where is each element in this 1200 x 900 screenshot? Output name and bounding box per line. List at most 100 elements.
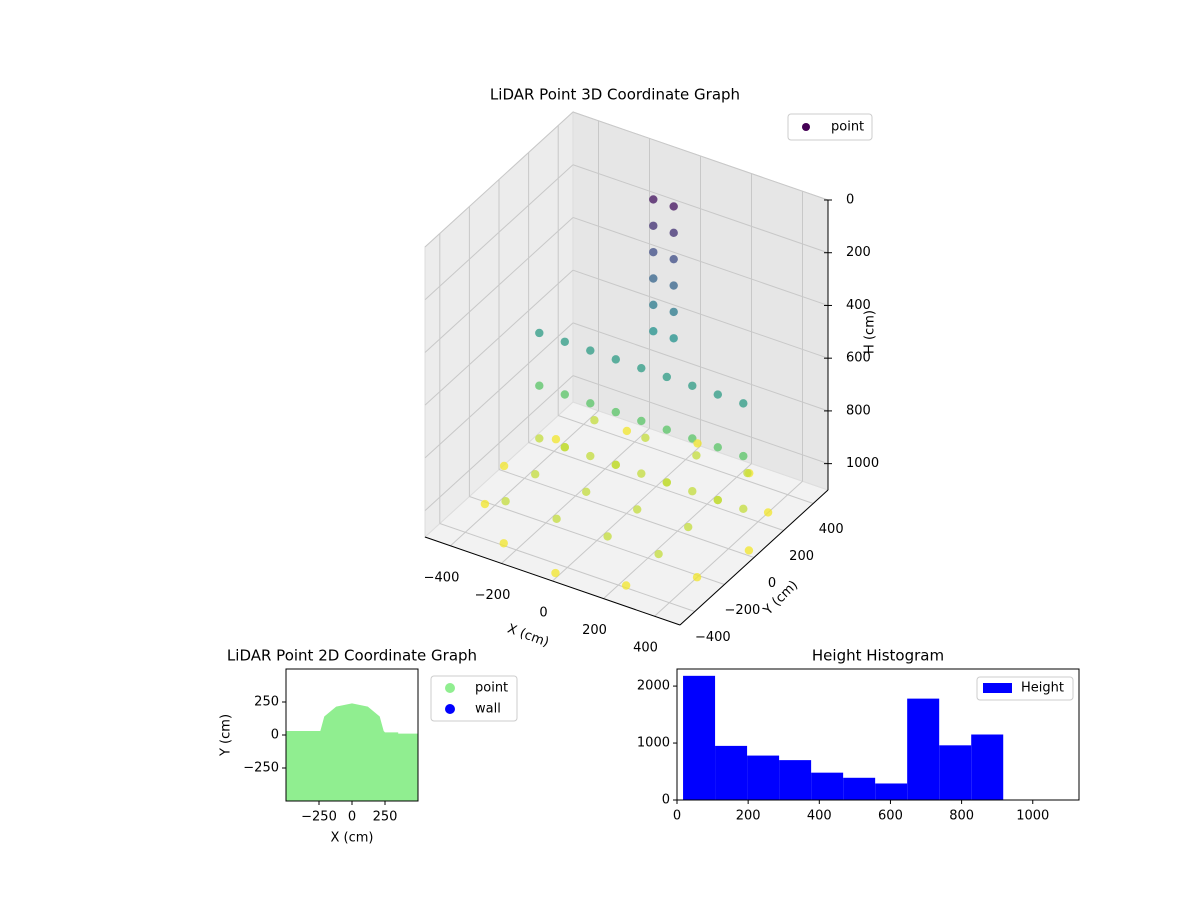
x-tick-label: 800 — [949, 809, 974, 824]
grid-line — [424, 164, 574, 301]
point — [692, 451, 701, 460]
point — [662, 478, 671, 487]
x-tick-label: −400 — [424, 570, 460, 585]
chart-title: LiDAR Point 2D Coordinate Graph — [227, 647, 477, 665]
point — [637, 363, 646, 373]
point — [649, 300, 658, 310]
legend-marker — [445, 683, 455, 693]
z-tick-label: 200 — [846, 245, 871, 260]
x-tick-label: −200 — [475, 588, 511, 603]
point — [552, 514, 561, 524]
grid-line — [528, 442, 784, 531]
x-tick-label: 0 — [348, 810, 356, 825]
x-axis-line — [424, 536, 681, 626]
point — [535, 434, 544, 443]
grid-line — [572, 322, 829, 412]
point — [649, 195, 658, 204]
y-tick-label: −200 — [725, 603, 761, 618]
legend-box — [430, 675, 518, 722]
bar — [971, 734, 1004, 800]
point — [551, 568, 560, 578]
z-tick-label: 400 — [846, 298, 871, 313]
grid-line — [572, 375, 829, 465]
z-tick-label: 0 — [846, 193, 854, 208]
x-tick-label: 600 — [878, 809, 903, 824]
point — [688, 434, 697, 443]
z-axis-title: H (cm) — [863, 310, 878, 354]
grid-line — [424, 269, 574, 406]
z-tick-label: 600 — [846, 351, 871, 366]
bar — [715, 745, 748, 800]
point — [688, 487, 697, 496]
point — [611, 355, 620, 364]
legend-marker — [802, 123, 810, 131]
point — [669, 307, 678, 317]
point — [739, 451, 748, 461]
y-tick-label: 0 — [271, 728, 279, 743]
y-tick-label: 400 — [819, 522, 844, 537]
point — [535, 381, 544, 390]
y-tick-label: −400 — [695, 630, 731, 645]
point — [641, 433, 650, 443]
point — [649, 327, 658, 336]
grid-line — [424, 217, 574, 353]
point-cloud — [286, 703, 418, 801]
point — [501, 497, 510, 506]
legend-marker — [445, 704, 455, 714]
point — [713, 443, 722, 452]
x-tick-label: 400 — [633, 641, 658, 656]
point — [743, 468, 752, 478]
point — [662, 425, 671, 434]
point — [621, 581, 631, 590]
point — [763, 508, 773, 517]
bar — [907, 698, 940, 800]
point — [669, 334, 678, 343]
point — [586, 451, 595, 461]
grid-line — [424, 375, 574, 512]
grid-line — [469, 496, 725, 585]
point — [684, 522, 693, 532]
x-tick-label: 1000 — [1016, 809, 1049, 824]
grid-line — [498, 469, 755, 558]
x-tick-label: −250 — [301, 810, 337, 825]
z-tick-label: 1000 — [846, 456, 879, 471]
point — [649, 274, 658, 283]
x-tick-label: 250 — [373, 810, 398, 825]
point — [560, 390, 569, 399]
point — [611, 407, 620, 417]
point — [693, 439, 702, 448]
bar — [779, 760, 812, 800]
grid-line — [572, 111, 829, 201]
point — [713, 495, 722, 505]
x-tick-label: 400 — [807, 809, 832, 824]
y-tick-label: 200 — [789, 549, 814, 564]
chart-title: LiDAR Point 3D Coordinate Graph — [490, 86, 740, 104]
point — [692, 573, 702, 582]
grid-line — [424, 111, 574, 248]
point — [739, 504, 748, 514]
bar — [811, 772, 844, 800]
grid-line — [439, 523, 695, 612]
x-tick-label: 200 — [582, 623, 607, 638]
bar — [843, 777, 876, 800]
y-axis-title: Y (cm) — [760, 578, 801, 619]
bar — [939, 745, 972, 800]
grid-line — [558, 415, 814, 504]
legend-label: point — [475, 681, 508, 696]
point — [662, 372, 671, 382]
point — [560, 443, 569, 452]
bar — [747, 755, 780, 800]
bar — [875, 783, 908, 800]
point — [637, 469, 646, 478]
legend-box — [976, 676, 1074, 701]
z-tick-label: 800 — [846, 403, 871, 418]
y-axis-line — [679, 489, 829, 626]
point — [633, 505, 642, 514]
point — [688, 381, 697, 390]
point — [560, 337, 569, 346]
x-axis-title: X (cm) — [505, 622, 551, 651]
point — [586, 399, 595, 408]
y-tick-label: 0 — [662, 793, 670, 808]
